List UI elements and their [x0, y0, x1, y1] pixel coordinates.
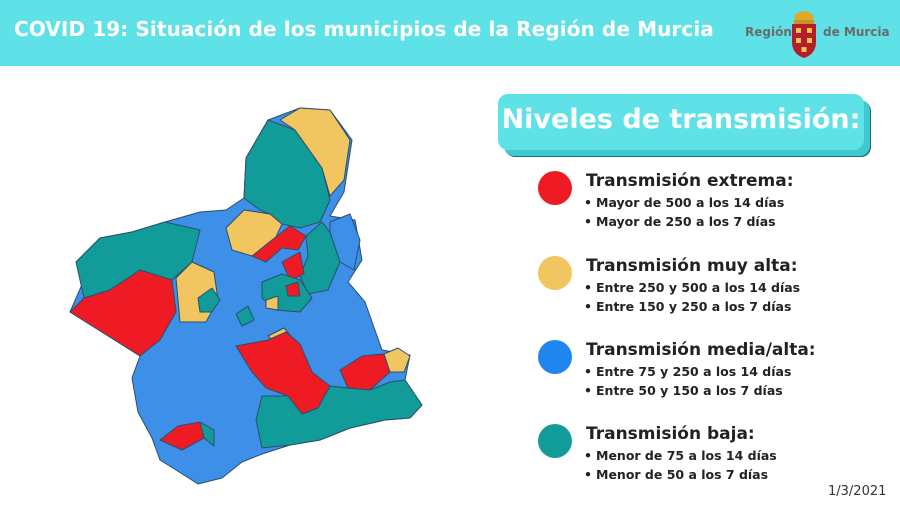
municipality-beniel — [383, 347, 411, 373]
legend-label: Transmisión muy alta: — [586, 256, 798, 276]
legend-label: Transmisión media/alta: — [586, 340, 816, 360]
legend-dot-blue — [538, 340, 572, 374]
municipality-jumilla — [279, 107, 351, 197]
legend-line: Mayor de 250 a los 7 días — [584, 214, 776, 229]
legend-dot-yellow — [538, 256, 572, 290]
municipality-fortuna — [299, 221, 341, 295]
legend-line: Entre 75 y 250 a los 14 días — [584, 364, 791, 379]
legend-item-muy-alta: Transmisión muy alta: Entre 250 y 500 a … — [538, 256, 878, 336]
municipality-ulea — [281, 251, 305, 281]
page-title: COVID 19: Situación de los municipios de… — [14, 17, 714, 41]
municipality-cartagena — [255, 379, 423, 449]
legend-line: Mayor de 500 a los 14 días — [584, 195, 784, 210]
legend-label: Transmisión baja: — [586, 424, 755, 444]
logo-text-left: Región — [745, 25, 792, 39]
legend-line: Entre 250 y 500 a los 14 días — [584, 280, 800, 295]
legend-item-extrema: Transmisión extrema: Mayor de 500 a los … — [538, 171, 878, 251]
municipality-abaran — [251, 225, 307, 263]
municipality-cehegin — [197, 287, 221, 313]
legend-title: Niveles de transmisión: — [501, 104, 861, 135]
legend-item-baja: Transmisión baja: Menor de 75 a los 14 d… — [538, 424, 878, 504]
municipality-mazarron — [199, 421, 215, 447]
municipality-mula-teal — [235, 305, 255, 327]
legend-title-box: Niveles de transmisión: — [498, 94, 864, 150]
report-date: 1/3/2021 — [828, 484, 887, 499]
coat-of-arms-icon — [792, 11, 816, 58]
legend-line: Entre 50 y 150 a los 7 días — [584, 383, 783, 398]
municipality-caravaca — [69, 269, 177, 357]
municipality-villanueva — [265, 295, 279, 311]
legend-line: Entre 150 y 250 a los 7 días — [584, 299, 791, 314]
legend-dot-teal — [538, 424, 572, 458]
municipalities-map — [69, 107, 423, 485]
header-bar: COVID 19: Situación de los municipios de… — [0, 0, 900, 66]
region-logo: Región de Murcia — [745, 8, 890, 60]
legend-line: Menor de 50 a los 7 días — [584, 467, 768, 482]
legend-label: Transmisión extrema: — [586, 171, 794, 191]
legend-line: Menor de 75 a los 14 días — [584, 448, 777, 463]
legend-item-media-alta: Transmisión media/alta: Entre 75 y 250 a… — [538, 340, 878, 420]
logo-text-right: de Murcia — [823, 25, 890, 39]
legend-dot-red — [538, 171, 572, 205]
municipality-ojos — [285, 281, 301, 297]
municipality-abanilla — [329, 213, 361, 271]
